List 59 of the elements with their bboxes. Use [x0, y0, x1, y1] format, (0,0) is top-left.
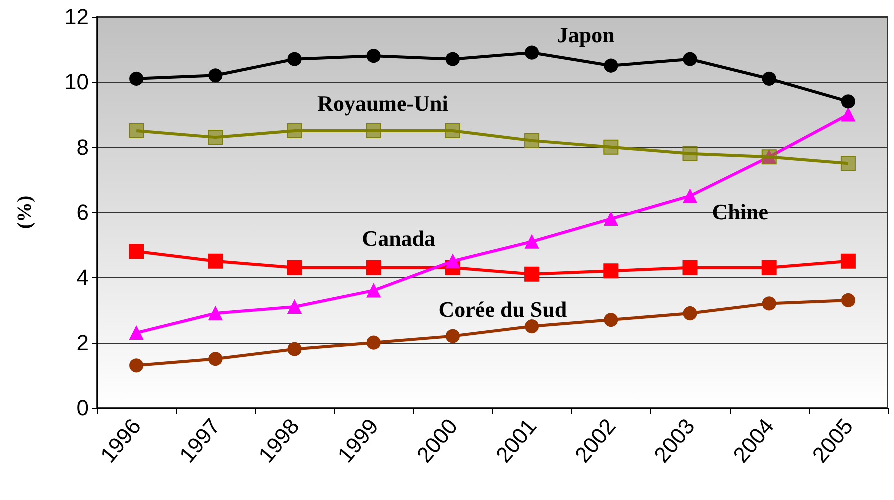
point — [682, 260, 698, 276]
point — [762, 296, 776, 311]
point — [604, 140, 619, 155]
point — [445, 124, 460, 139]
point — [762, 72, 776, 86]
point — [208, 254, 224, 269]
point — [604, 264, 619, 279]
point — [366, 124, 382, 139]
point — [208, 68, 223, 83]
point — [287, 124, 302, 139]
series-label: Corée du Sud — [438, 296, 568, 322]
point — [525, 46, 540, 60]
point — [366, 260, 382, 276]
point — [130, 72, 144, 86]
point — [682, 146, 698, 162]
point — [604, 313, 618, 328]
point — [446, 254, 460, 268]
point — [841, 94, 856, 109]
point — [525, 320, 540, 334]
point — [604, 58, 618, 73]
point — [840, 254, 856, 269]
point — [604, 212, 618, 226]
series-label: Japon — [557, 22, 615, 48]
y-tick-label: 2 — [76, 330, 89, 356]
point — [287, 260, 302, 276]
point — [129, 124, 144, 139]
point — [288, 52, 302, 66]
point — [130, 358, 144, 373]
point — [841, 108, 856, 122]
series-label: Canada — [362, 226, 436, 251]
point — [683, 52, 698, 66]
point — [366, 336, 381, 350]
point — [762, 260, 777, 276]
y-tick-label: 6 — [76, 200, 89, 225]
point — [288, 300, 302, 314]
point — [129, 244, 144, 260]
point — [208, 306, 223, 321]
series-label: Royaume-Uni — [318, 91, 448, 116]
point — [683, 306, 698, 321]
point — [208, 130, 224, 146]
point — [446, 329, 460, 344]
y-axis-title: (%) — [14, 196, 36, 230]
point — [366, 49, 381, 64]
point — [524, 266, 540, 282]
y-tick-label: 8 — [76, 134, 89, 160]
point — [366, 284, 381, 298]
point — [446, 52, 460, 66]
point — [525, 234, 540, 249]
y-tick-label: 12 — [64, 4, 89, 30]
point — [208, 352, 223, 366]
point — [130, 326, 144, 340]
y-tick-label: 4 — [76, 265, 89, 290]
point — [524, 133, 540, 148]
point — [683, 189, 698, 204]
point — [288, 342, 302, 356]
point — [841, 293, 856, 308]
y-tick-label: 0 — [76, 396, 89, 420]
y-tick-label: 10 — [64, 70, 89, 95]
point — [840, 156, 856, 172]
